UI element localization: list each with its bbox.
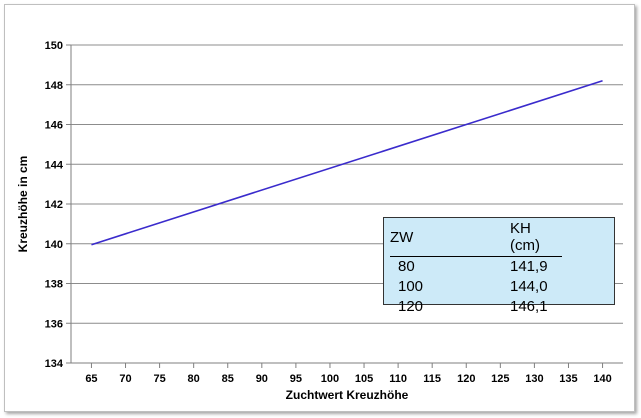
value-table-grid: ZW KH (cm) 80 141,9 100 144,0 120 146,1 [390, 219, 562, 317]
x-tick-label: 135 [559, 373, 577, 385]
value-table-header-zw: ZW [390, 219, 510, 257]
table-cell-kh: 146,1 [510, 298, 548, 315]
x-tick-label: 120 [457, 373, 475, 385]
x-tick-label: 130 [525, 373, 543, 385]
table-row: 80 141,9 [390, 257, 562, 278]
value-table: ZW KH (cm) 80 141,9 100 144,0 120 146,1 [383, 217, 615, 315]
y-tick-label: 146 [45, 120, 63, 132]
table-cell-zw: 120 [398, 298, 424, 315]
x-tick-label: 125 [491, 373, 509, 385]
table-cell-zw: 100 [398, 278, 424, 295]
x-tick-label: 65 [85, 373, 97, 385]
x-tick-label: 95 [290, 373, 302, 385]
y-tick-label: 134 [45, 358, 64, 370]
y-axis-title: Kreuzhöhe in cm [16, 156, 30, 253]
series-layer [91, 80, 603, 246]
y-tick-label: 140 [45, 239, 63, 251]
y-tick-label: 144 [45, 159, 64, 171]
table-cell-kh: 144,0 [510, 278, 548, 295]
x-axis-title: Zuchtwert Kreuzhöhe [286, 388, 409, 402]
y-tick-label: 136 [45, 318, 63, 330]
x-tick-label: 70 [119, 373, 131, 385]
x-tick-label: 85 [222, 373, 234, 385]
x-tick-label: 140 [593, 373, 611, 385]
x-tick-label: 75 [153, 373, 165, 385]
y-tick-label: 138 [45, 279, 63, 291]
y-tick-label: 148 [45, 80, 63, 92]
line-chart: 134 136 138 140 142 144 146 148 150 65 70 75 80 85 90 9… [16, 40, 623, 402]
x-tick-label: 90 [256, 373, 268, 385]
x-tick-label: 80 [188, 373, 200, 385]
table-row: 100 144,0 [390, 277, 562, 297]
chart-frame: 134 136 138 140 142 144 146 148 150 65 70 75 80 85 90 9… [4, 4, 635, 412]
x-tick-label: 105 [355, 373, 373, 385]
x-tick-label: 115 [423, 373, 441, 385]
table-cell-kh: 141,9 [510, 258, 548, 275]
series-line [91, 80, 603, 246]
axes [66, 44, 623, 368]
tick-labels: 134 136 138 140 142 144 146 148 150 65 70 75 80 85 90 9… [45, 40, 612, 385]
gridlines [71, 44, 623, 364]
y-tick-label: 150 [45, 40, 63, 52]
value-table-header-kh: KH (cm) [510, 219, 562, 257]
table-cell-zw: 80 [398, 258, 415, 275]
x-tick-label: 110 [389, 373, 407, 385]
x-tick-label: 100 [321, 373, 339, 385]
y-tick-label: 142 [45, 199, 63, 211]
value-table-header-row: ZW KH (cm) [390, 219, 562, 257]
table-row: 120 146,1 [390, 297, 562, 317]
